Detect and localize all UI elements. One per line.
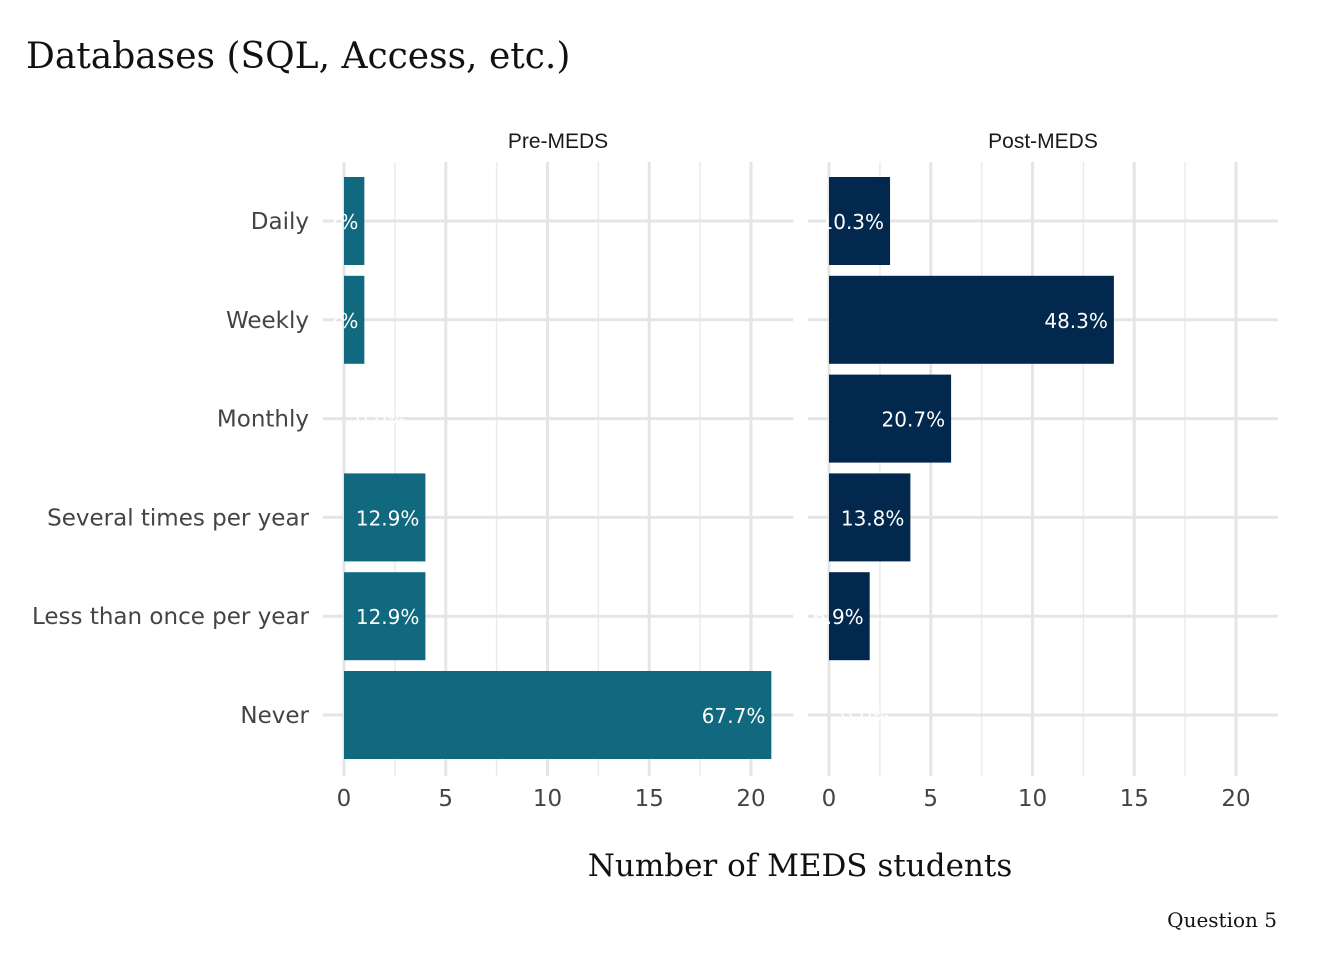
panel-title: Pre-MEDS [508,130,608,153]
bar [344,177,365,265]
bar [829,177,891,265]
category-label: Weekly [226,308,309,334]
x-tick-label: 15 [1120,786,1149,812]
bar [829,473,911,562]
category-labels: Daily Weekly Monthly Several times per year… [32,209,310,729]
panel-title: Post-MEDS [988,130,1098,153]
bar-label: 13.8% [841,506,905,530]
x-tick-label: 5 [438,786,453,812]
x-tick-label: 20 [736,786,765,812]
bar-label: 6.9% [813,605,864,629]
panels: Pre-MEDS 3.2% 3.2% 0.0% 12.9% 12.9% 67.7% 0 5 10 1… [308,130,1278,812]
category-label: Several times per year [47,505,309,531]
bar-label: 48.3% [1044,309,1108,333]
bar [829,374,952,463]
panel-pre-meds: Pre-MEDS 3.2% 3.2% 0.0% 12.9% 12.9% 67.7% 0 5 10 1… [308,130,793,812]
bar-label: 67.7% [702,704,766,728]
bar [829,275,1114,364]
x-tick-label: 10 [533,786,562,812]
bar [344,572,426,661]
bar-label: 0.0% [355,408,406,432]
bar-label: 3.2% [308,210,359,234]
x-tick-label: 0 [337,786,352,812]
x-tick-label: 0 [822,786,837,812]
x-tick-label: 10 [1018,786,1047,812]
x-tick-label: 5 [923,786,938,812]
category-label: Less than once per year [32,604,310,630]
bar-label: 20.7% [882,408,946,432]
x-tick-label: 15 [635,786,664,812]
caption: Question 5 [1167,908,1277,932]
category-label: Never [240,703,309,729]
bar-label: 10.3% [821,210,885,234]
bar-label: 0.0% [840,704,891,728]
bar-label: 12.9% [356,605,420,629]
bar-label: 12.9% [356,506,420,530]
x-axis-title: Number of MEDS students [588,848,1013,884]
bar [344,473,426,562]
chart-title: Databases (SQL, Access, etc.) [26,36,570,77]
bar-label: 3.2% [308,309,359,333]
panel-post-meds: Post-MEDS 10.3% 48.3% 20.7% 13.8% 6.9% 0.0% 0 5 1… [808,130,1278,812]
x-tick-label: 20 [1221,786,1250,812]
bar [344,275,365,364]
category-label: Daily [251,209,309,235]
category-label: Monthly [217,407,309,433]
bar [344,671,772,759]
bar [829,572,870,661]
